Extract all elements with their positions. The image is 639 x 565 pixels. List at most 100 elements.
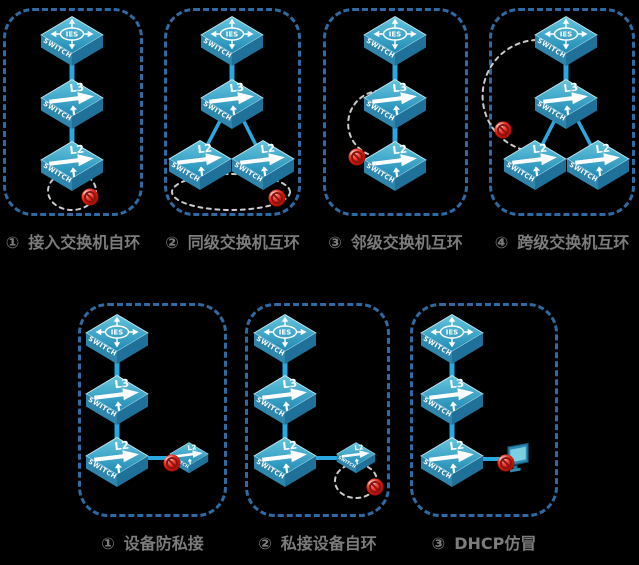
uplink-arrow-icon bbox=[449, 401, 458, 412]
forward-arrow-icon bbox=[240, 153, 285, 166]
caption-number: ④ bbox=[494, 233, 509, 252]
layer-label: L3 bbox=[69, 80, 85, 95]
uplink-arrow-icon bbox=[187, 458, 193, 465]
ies-label: IES bbox=[389, 31, 401, 39]
layer-label: L2 bbox=[449, 438, 465, 453]
forward-arrow-icon bbox=[94, 450, 139, 463]
caption-access-switch-self-loop: ① 接入交换机自环 bbox=[3, 232, 143, 254]
uplink-arrow-icon bbox=[392, 167, 401, 178]
forward-arrow-icon bbox=[372, 154, 417, 167]
layer-label: L2 bbox=[354, 443, 364, 452]
layer-label: L3 bbox=[229, 80, 245, 95]
panel-dhcp-spoofing bbox=[410, 303, 558, 517]
caption-text: DHCP仿冒 bbox=[454, 534, 537, 553]
ies-label: IES bbox=[111, 329, 123, 337]
layer-label: L3 bbox=[282, 376, 298, 391]
caption-device-anti-private-access: ① 设备防私接 bbox=[78, 533, 227, 555]
panel-device-anti-private-access bbox=[78, 303, 227, 517]
forward-arrow-icon bbox=[177, 153, 222, 166]
uplink-arrow-icon bbox=[595, 166, 604, 177]
caption-text: 跨级交换机互环 bbox=[517, 233, 630, 252]
uplink-arrow-icon bbox=[69, 105, 78, 116]
forward-arrow-icon bbox=[262, 388, 307, 401]
prohibited-icon bbox=[494, 121, 512, 139]
caption-number: ② bbox=[258, 534, 272, 553]
layer-label: L2 bbox=[69, 142, 85, 157]
layer-label: L2 bbox=[114, 438, 130, 453]
caption-private-device-self-loop: ② 私接设备自环 bbox=[245, 533, 390, 555]
forward-arrow-icon bbox=[174, 450, 203, 458]
layer-label: L2 bbox=[187, 443, 197, 452]
panel-access-switch-self-loop bbox=[3, 8, 143, 216]
layer-label: L3 bbox=[114, 376, 130, 391]
panel-adjacent-switch-loop bbox=[323, 8, 468, 216]
layer-label: L2 bbox=[595, 141, 611, 156]
panel-peer-switch-loop bbox=[164, 8, 301, 216]
panel-cross-level-switch-loop bbox=[489, 8, 635, 216]
forward-arrow-icon bbox=[429, 450, 474, 463]
caption-text: 同级交换机互环 bbox=[187, 233, 300, 252]
uplink-arrow-icon bbox=[532, 166, 541, 177]
uplink-arrow-icon bbox=[69, 167, 78, 178]
forward-arrow-icon bbox=[209, 92, 254, 105]
uplink-arrow-icon bbox=[229, 105, 238, 116]
uplink-arrow-icon bbox=[114, 401, 123, 412]
forward-arrow-icon bbox=[512, 153, 557, 166]
caption-number: ① bbox=[101, 534, 115, 553]
forward-arrow-icon bbox=[49, 92, 94, 105]
caption-text: 邻级交换机互环 bbox=[350, 233, 463, 252]
ies-label: IES bbox=[279, 329, 291, 337]
caption-cross-level-switch-loop: ④ 跨级交换机互环 bbox=[489, 232, 635, 254]
uplink-arrow-icon bbox=[354, 458, 360, 465]
layer-label: L2 bbox=[197, 141, 213, 156]
layer-label: L2 bbox=[282, 438, 298, 453]
prohibited-icon bbox=[81, 188, 99, 206]
ies-label: IES bbox=[226, 31, 238, 39]
caption-number: ② bbox=[165, 233, 179, 252]
panel-private-device-self-loop bbox=[245, 303, 390, 517]
caption-dhcp-spoofing: ③ DHCP仿冒 bbox=[410, 533, 558, 555]
forward-arrow-icon bbox=[49, 154, 94, 167]
layer-label: L2 bbox=[532, 141, 548, 156]
caption-text: 设备防私接 bbox=[123, 534, 204, 553]
uplink-arrow-icon bbox=[282, 401, 291, 412]
uplink-arrow-icon bbox=[392, 105, 401, 116]
caption-number: ③ bbox=[328, 233, 342, 252]
forward-arrow-icon bbox=[94, 388, 139, 401]
loop-dashed-arc bbox=[481, 39, 537, 151]
prohibited-icon bbox=[268, 189, 286, 207]
caption-number: ③ bbox=[431, 534, 446, 553]
forward-arrow-icon bbox=[429, 388, 474, 401]
layer-label: L3 bbox=[563, 80, 579, 95]
prohibited-icon bbox=[163, 454, 181, 472]
ies-label: IES bbox=[560, 31, 572, 39]
forward-arrow-icon bbox=[543, 92, 588, 105]
caption-text: 私接设备自环 bbox=[280, 534, 377, 553]
forward-arrow-icon bbox=[341, 450, 370, 458]
forward-arrow-icon bbox=[575, 153, 620, 166]
